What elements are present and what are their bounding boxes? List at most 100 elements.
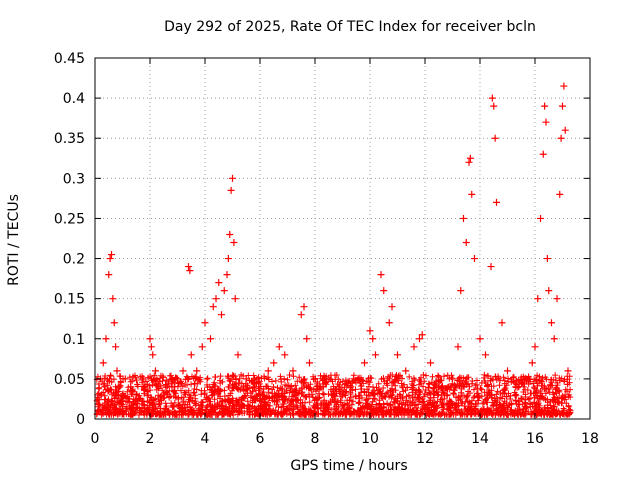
data-point (427, 359, 434, 367)
data-point (256, 391, 264, 399)
data-point (209, 303, 217, 311)
y-tick-label: 0.25 (54, 211, 85, 227)
data-point (230, 239, 238, 247)
y-tick-label: 0.35 (54, 131, 85, 147)
data-point (306, 359, 313, 367)
data-point (179, 367, 187, 375)
data-point (147, 343, 155, 351)
data-point (187, 351, 195, 359)
data-point (545, 287, 553, 295)
y-tick-label: 0.2 (63, 252, 85, 268)
data-point (168, 383, 176, 391)
y-tick-label: 0.45 (54, 51, 85, 67)
data-point (416, 335, 423, 343)
data-point (201, 319, 209, 327)
x-tick-label: 18 (581, 431, 599, 447)
data-point (109, 295, 117, 303)
x-tick-label: 4 (201, 431, 210, 447)
data-point (108, 251, 115, 259)
data-point (212, 295, 220, 303)
data-point (385, 319, 393, 327)
data-point (557, 134, 565, 142)
y-tick-label: 0.4 (63, 91, 85, 107)
data-point (154, 383, 162, 391)
data-point (460, 214, 467, 222)
data-point (218, 311, 225, 319)
data-point (300, 303, 308, 311)
data-point (457, 287, 465, 295)
data-point (220, 287, 228, 295)
data-point (466, 154, 474, 162)
x-tick-label: 16 (526, 431, 544, 447)
y-axis-ticks: 0 0.05 0.1 0.15 0.2 0.25 0.3 0.35 0.4 0.45 (54, 51, 590, 428)
data-point (542, 118, 550, 126)
data-point (504, 367, 511, 375)
data-point (127, 383, 135, 391)
data-point (234, 351, 242, 359)
data-point (372, 351, 379, 359)
data-point (160, 391, 168, 399)
data-point (361, 359, 368, 367)
data-point (435, 383, 443, 391)
data-point (534, 295, 542, 303)
y-tick-label: 0.3 (63, 171, 85, 187)
data-point (149, 351, 157, 359)
data-point (121, 375, 129, 383)
data-point (491, 134, 499, 142)
data-point (388, 303, 396, 311)
x-tick-label: 12 (416, 431, 434, 447)
data-point (311, 375, 319, 383)
data-point (531, 343, 539, 351)
data-point (186, 267, 194, 275)
data-point (174, 375, 181, 383)
data-point (476, 335, 484, 343)
y-axis-label: ROTI / TECUs (6, 194, 22, 286)
data-point (223, 271, 231, 279)
y-tick-label: 0.05 (54, 372, 85, 388)
data-point (471, 255, 478, 263)
data-point (132, 391, 140, 399)
data-point (264, 367, 272, 375)
data-point (110, 319, 118, 327)
x-axis-label: GPS time / hours (290, 458, 407, 474)
data-point (543, 255, 551, 263)
data-point (541, 102, 549, 110)
data-point (270, 359, 278, 367)
data-point (207, 335, 214, 343)
data-point (281, 351, 289, 359)
data-point (556, 190, 564, 198)
data-point (347, 383, 355, 391)
data-point (303, 335, 311, 343)
data-point (402, 367, 410, 375)
data-point (226, 230, 234, 238)
data-point (116, 383, 124, 391)
data-point (528, 359, 536, 367)
data-point (185, 263, 192, 271)
data-point (559, 102, 566, 110)
data-point (560, 82, 568, 90)
data-point (113, 367, 121, 375)
data-point (198, 343, 206, 351)
data-point (548, 319, 555, 327)
data-point (520, 375, 528, 383)
data-point (498, 319, 506, 327)
x-tick-label: 0 (91, 431, 100, 447)
data-point (229, 174, 236, 182)
data-point (488, 94, 496, 102)
data-point (553, 295, 561, 303)
chart-title: Day 292 of 2025, Rate Of TEC Index for r… (164, 19, 536, 35)
data-point (231, 295, 239, 303)
data-point (468, 190, 476, 198)
data-point (443, 391, 451, 399)
data-point (366, 327, 374, 335)
data-point (224, 255, 232, 263)
x-tick-label: 2 (146, 431, 155, 447)
data-point (493, 198, 500, 206)
x-axis-ticks: 0 2 4 6 8 10 12 14 16 18 (91, 58, 599, 447)
data-point (465, 158, 473, 166)
data-point (377, 271, 385, 279)
y-tick-label: 0.15 (54, 292, 85, 308)
plot-frame (94, 57, 591, 420)
data-point (319, 383, 327, 391)
data-point (449, 375, 456, 383)
